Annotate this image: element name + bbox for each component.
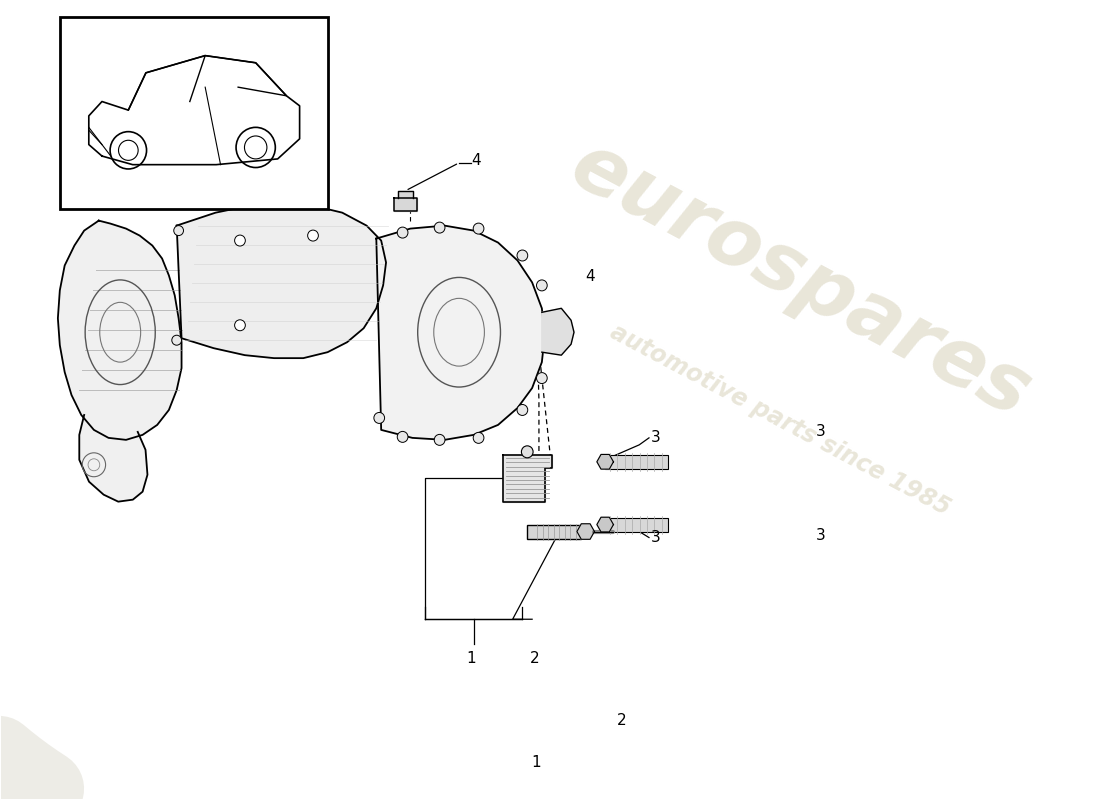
Circle shape [537,280,547,291]
Polygon shape [597,518,614,532]
Polygon shape [542,308,574,355]
Polygon shape [503,455,551,502]
Text: 3: 3 [815,528,825,543]
Polygon shape [79,415,147,502]
Circle shape [234,235,245,246]
Text: 3: 3 [651,530,661,545]
Polygon shape [177,202,386,358]
Text: 3: 3 [815,424,825,439]
Text: eurospares: eurospares [557,126,1043,434]
Polygon shape [398,190,414,198]
Circle shape [517,250,528,261]
Polygon shape [376,226,544,440]
Polygon shape [58,221,182,440]
Bar [60,18,328,209]
Circle shape [434,434,446,446]
Circle shape [434,222,446,233]
Polygon shape [576,524,594,539]
Circle shape [374,413,385,423]
Text: 1: 1 [531,755,541,770]
Bar [527,525,581,538]
Text: 4: 4 [585,269,595,284]
Circle shape [174,226,184,235]
Circle shape [473,223,484,234]
Text: 2: 2 [617,713,627,728]
Circle shape [521,446,534,458]
Circle shape [537,373,547,383]
Circle shape [308,230,318,241]
Bar [605,455,669,469]
Circle shape [234,320,245,330]
Circle shape [517,405,528,415]
Text: 2: 2 [530,651,540,666]
Text: automotive parts since 1985: automotive parts since 1985 [606,320,955,520]
Circle shape [473,432,484,443]
Circle shape [172,335,182,345]
Polygon shape [597,454,614,469]
Text: 3: 3 [651,430,661,446]
Text: 4: 4 [471,154,481,168]
Circle shape [397,431,408,442]
Text: 1: 1 [466,651,475,666]
Polygon shape [394,198,417,210]
Circle shape [397,227,408,238]
Bar [605,518,669,531]
